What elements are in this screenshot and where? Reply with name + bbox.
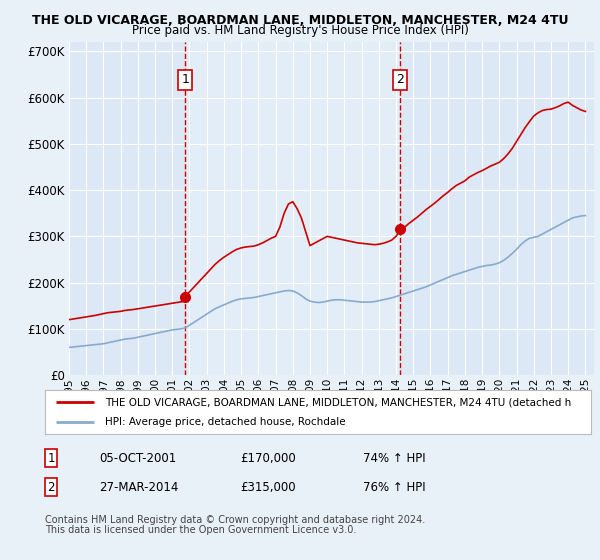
Text: HPI: Average price, detached house, Rochdale: HPI: Average price, detached house, Roch… — [105, 417, 346, 427]
Text: £315,000: £315,000 — [240, 480, 296, 494]
Text: 1: 1 — [181, 73, 189, 86]
Text: 27-MAR-2014: 27-MAR-2014 — [99, 480, 178, 494]
Text: 74% ↑ HPI: 74% ↑ HPI — [363, 451, 425, 465]
Text: 05-OCT-2001: 05-OCT-2001 — [99, 451, 176, 465]
Text: This data is licensed under the Open Government Licence v3.0.: This data is licensed under the Open Gov… — [45, 525, 356, 535]
Text: £170,000: £170,000 — [240, 451, 296, 465]
Text: THE OLD VICARAGE, BOARDMAN LANE, MIDDLETON, MANCHESTER, M24 4TU (detached h: THE OLD VICARAGE, BOARDMAN LANE, MIDDLET… — [105, 397, 571, 407]
Text: 2: 2 — [397, 73, 404, 86]
Text: THE OLD VICARAGE, BOARDMAN LANE, MIDDLETON, MANCHESTER, M24 4TU: THE OLD VICARAGE, BOARDMAN LANE, MIDDLET… — [32, 14, 568, 27]
Text: 1: 1 — [47, 451, 55, 465]
Text: 76% ↑ HPI: 76% ↑ HPI — [363, 480, 425, 494]
Text: Price paid vs. HM Land Registry's House Price Index (HPI): Price paid vs. HM Land Registry's House … — [131, 24, 469, 36]
Bar — [185, 42, 400, 375]
Text: 2: 2 — [47, 480, 55, 494]
Text: Contains HM Land Registry data © Crown copyright and database right 2024.: Contains HM Land Registry data © Crown c… — [45, 515, 425, 525]
